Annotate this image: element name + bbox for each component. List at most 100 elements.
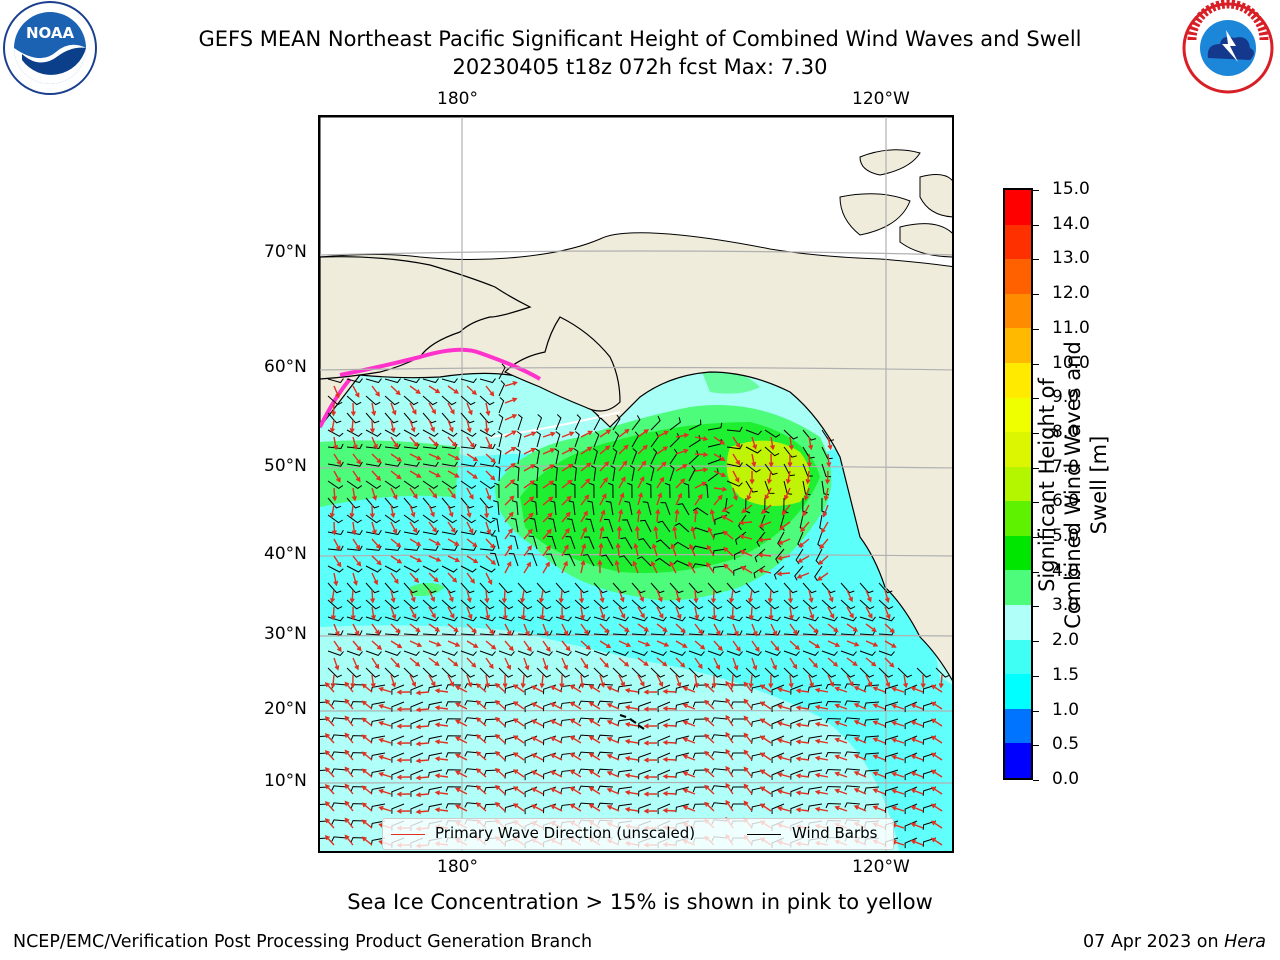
wind-barb [745, 480, 758, 493]
wind-barb [498, 616, 515, 622]
wind-barb [517, 667, 533, 678]
wave-arrow [561, 623, 569, 636]
wind-barb [498, 397, 505, 414]
wave-arrow [930, 820, 943, 829]
wave-arrow [428, 657, 440, 667]
wave-arrow [633, 542, 639, 557]
wave-arrow [466, 606, 473, 620]
wave-arrow [504, 479, 516, 489]
wind-barb [597, 768, 614, 775]
colorbar-tick [1033, 224, 1039, 226]
wave-arrow [415, 792, 430, 798]
wave-arrow [704, 733, 715, 744]
wave-arrow [872, 720, 886, 727]
wave-arrow [827, 640, 841, 647]
wave-arrow [884, 640, 897, 648]
wind-barb [688, 582, 703, 594]
wind-barb [547, 535, 557, 550]
wind-barb [479, 412, 494, 424]
wave-arrow [732, 657, 739, 671]
wave-arrow [682, 771, 696, 778]
wave-arrow [599, 657, 609, 668]
wave-arrow [694, 657, 703, 670]
wind-barb [840, 616, 857, 622]
wind-barb [555, 630, 572, 636]
wind-barb [441, 667, 457, 678]
wave-arrow [655, 508, 661, 523]
wind-barb [864, 735, 880, 742]
wave-arrow [834, 805, 848, 812]
wind-barb [726, 667, 742, 678]
wave-arrow [725, 748, 734, 761]
wind-barb [730, 752, 746, 758]
wave-arrow [501, 589, 507, 604]
wave-arrow [349, 504, 355, 519]
wave-arrow [808, 606, 815, 620]
wave-arrow [834, 754, 848, 761]
wind-barb [602, 536, 614, 550]
wind-barb [498, 667, 514, 678]
wave-arrow [674, 508, 680, 523]
wind-barb [807, 735, 823, 744]
wind-barb [346, 429, 363, 437]
wind-barb [365, 395, 381, 406]
colorbar-tick [1033, 259, 1039, 261]
wind-barb [346, 529, 363, 536]
wave-arrow [523, 496, 535, 506]
colorbar-label: 3.0 [1052, 595, 1080, 616]
wind-barb [692, 507, 709, 516]
wind-barb [783, 463, 795, 477]
wind-barb [350, 701, 367, 707]
wind-barb [422, 378, 439, 384]
wave-arrow [370, 674, 376, 689]
wave-arrow [324, 784, 335, 795]
wave-arrow [624, 739, 639, 744]
wave-arrow [814, 704, 829, 710]
colorbar-label: 13.0 [1052, 248, 1090, 269]
wave-arrow [599, 674, 605, 688]
wave-arrow [324, 818, 335, 829]
wave-arrow [662, 773, 677, 779]
wind-barb [504, 701, 519, 711]
wave-arrow [825, 470, 831, 485]
wind-barb [657, 684, 671, 696]
wind-barb [346, 565, 363, 573]
colorbar-segment [1005, 535, 1031, 571]
wave-arrow [513, 684, 525, 693]
wind-barb [483, 752, 500, 759]
wave-arrow [713, 470, 727, 477]
wind-barb [775, 548, 785, 564]
wave-arrow [808, 674, 814, 688]
wave-arrow [361, 785, 373, 795]
wave-arrow [561, 544, 569, 557]
wave-arrow [447, 504, 454, 518]
wind-barb [346, 650, 363, 656]
wind-barb [508, 553, 519, 567]
wave-arrow [675, 623, 686, 634]
wave-arrow [788, 589, 794, 604]
wave-arrow [758, 521, 772, 528]
wave-arrow [409, 436, 419, 448]
wind-barb [564, 553, 576, 567]
wind-barb [669, 599, 685, 610]
wave-arrow [770, 640, 780, 652]
wind-barb [904, 735, 918, 747]
wave-arrow [378, 720, 392, 727]
wave-arrow [636, 508, 642, 523]
wave-arrow [502, 606, 508, 621]
wind-barb [802, 497, 808, 514]
wave-arrow [795, 705, 810, 711]
wave-arrow [624, 756, 639, 761]
wind-barb [620, 537, 633, 550]
wave-arrow [725, 680, 734, 693]
wind-barb [617, 718, 633, 726]
wave-arrow [579, 606, 585, 621]
wind-barb [859, 599, 875, 610]
wind-barb [597, 751, 614, 758]
wave-arrow [485, 623, 495, 635]
wave-arrow [371, 453, 382, 464]
wave-arrow [682, 703, 696, 710]
wind-barb [771, 786, 785, 798]
wave-arrow [542, 528, 552, 540]
wind-barb [536, 630, 553, 636]
